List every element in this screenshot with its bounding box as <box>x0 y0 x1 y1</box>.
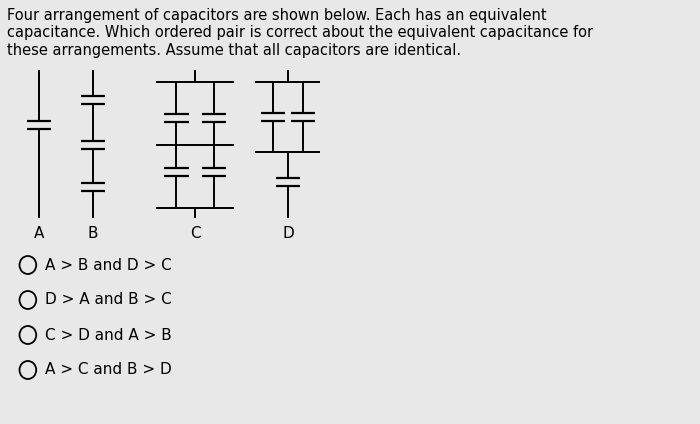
Text: D > A and B > C: D > A and B > C <box>45 293 172 307</box>
Text: A > B and D > C: A > B and D > C <box>45 257 172 273</box>
Text: D: D <box>282 226 294 241</box>
Text: C > D and A > B: C > D and A > B <box>45 327 172 343</box>
Text: A: A <box>34 226 44 241</box>
Text: A > C and B > D: A > C and B > D <box>45 363 172 377</box>
Text: B: B <box>88 226 98 241</box>
Text: C: C <box>190 226 200 241</box>
Text: Four arrangement of capacitors are shown below. Each has an equivalent
capacitan: Four arrangement of capacitors are shown… <box>8 8 594 58</box>
